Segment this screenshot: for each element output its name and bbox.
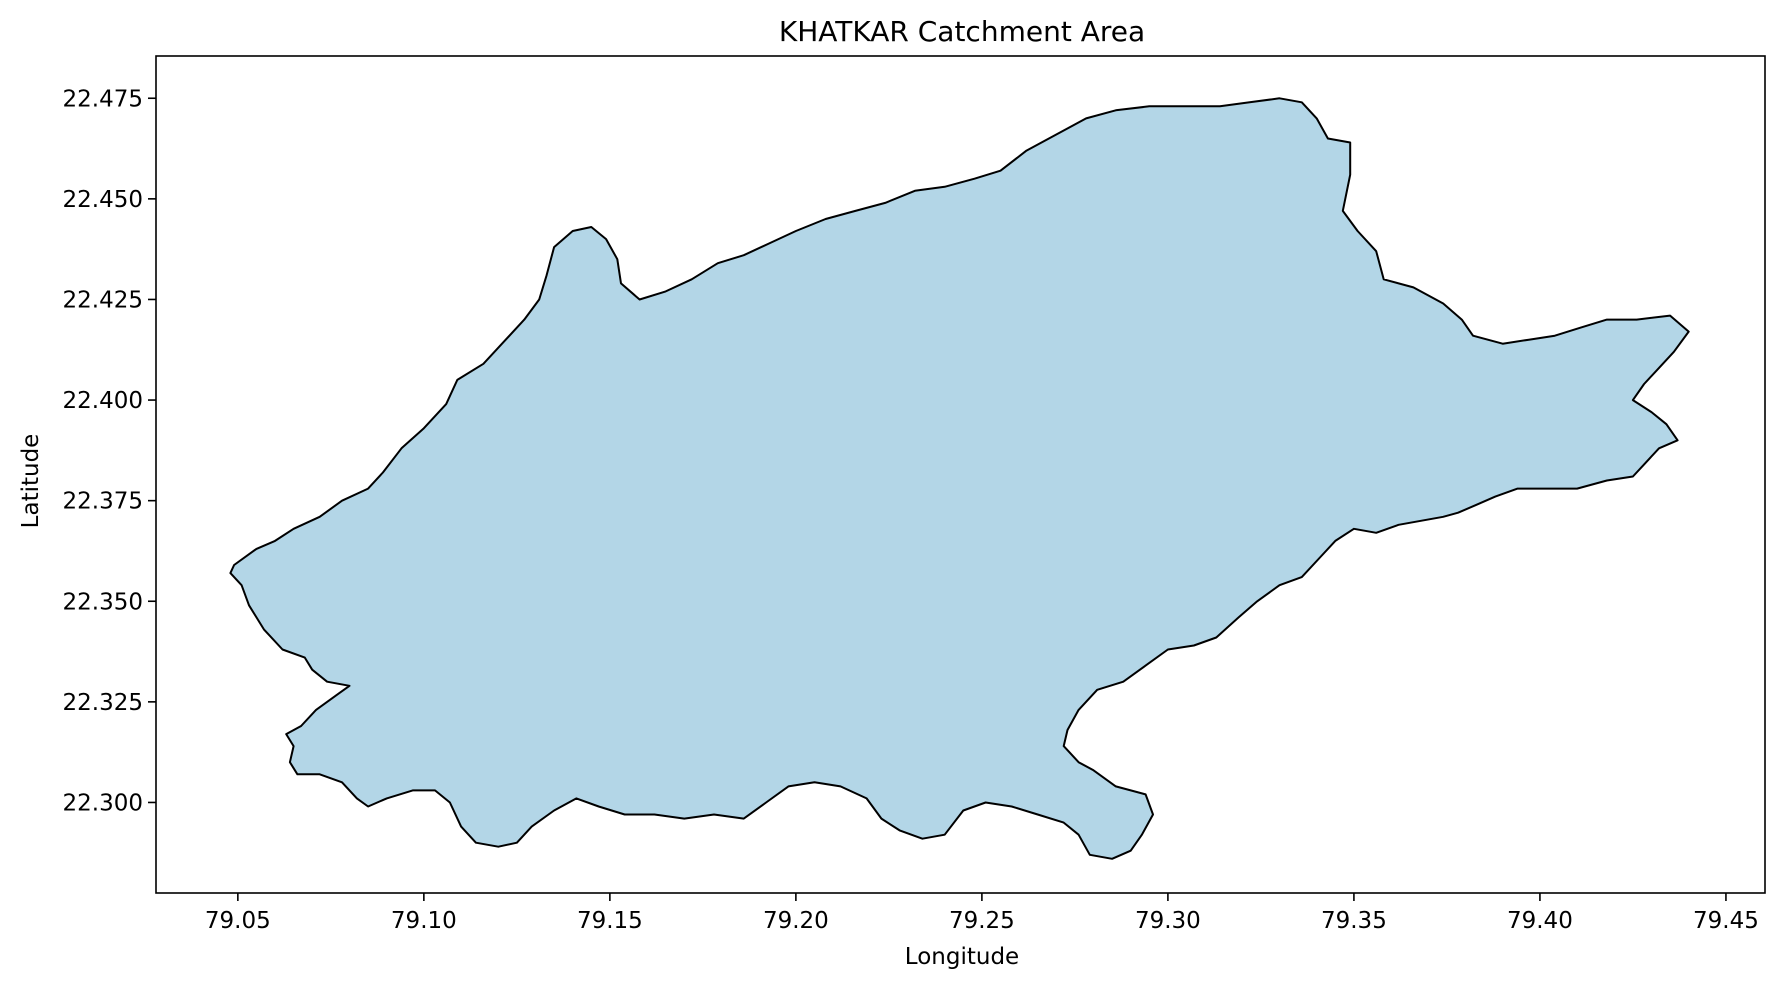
axes-frame (155, 55, 1766, 894)
chart-title: KHATKAR Catchment Area (779, 15, 1145, 48)
plot-area (229, 97, 1690, 860)
x-tick-label: 79.25 (949, 908, 1015, 934)
x-tick-label: 79.05 (205, 908, 271, 934)
y-tick-label: 22.425 (63, 287, 143, 313)
y-tick-label: 22.350 (63, 589, 143, 615)
x-tick-label: 79.10 (391, 908, 457, 934)
y-tick-label: 22.325 (63, 690, 143, 716)
x-tick-label: 79.20 (763, 908, 829, 934)
y-tick-label: 22.375 (63, 489, 143, 515)
y-tick-label: 22.475 (63, 86, 143, 112)
y-tick-label: 22.400 (63, 388, 143, 414)
y-axis: 22.300 22.325 22.350 22.375 22.400 22.425 22.4… (63, 86, 156, 816)
x-axis-label: Longitude (905, 944, 1019, 970)
y-tick-label: 22.300 (63, 790, 143, 816)
y-axis-label: Latitude (18, 434, 44, 529)
x-tick-label: 79.15 (577, 908, 643, 934)
x-axis: 79.05 79.10 79.15 79.20 79.25 79.30 79.35 79.40… (205, 893, 1759, 934)
x-tick-label: 79.35 (1321, 908, 1387, 934)
x-tick-label: 79.45 (1693, 908, 1759, 934)
x-tick-label: 79.30 (1135, 908, 1201, 934)
x-tick-label: 79.40 (1507, 908, 1573, 934)
y-tick-label: 22.450 (63, 187, 143, 213)
catchment-boundary (229, 97, 1690, 860)
